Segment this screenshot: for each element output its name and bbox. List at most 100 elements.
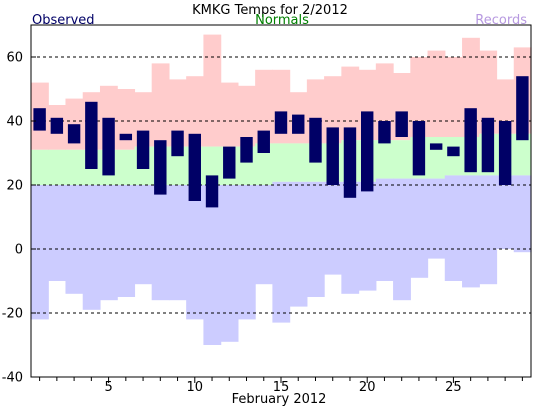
observed-bar-day-18 bbox=[326, 127, 339, 185]
record-low-band-10 bbox=[186, 185, 205, 320]
normal-range-band-14 bbox=[255, 143, 273, 185]
record-low-band-17 bbox=[306, 181, 325, 297]
observed-bar-day-15 bbox=[274, 111, 288, 134]
record-high-band-10 bbox=[186, 76, 205, 147]
record-high-band-13 bbox=[237, 85, 256, 147]
record-low-band-28 bbox=[496, 175, 515, 249]
normal-range-band-3 bbox=[65, 149, 84, 185]
normal-range-band-6 bbox=[117, 149, 136, 185]
record-high-band-27 bbox=[479, 50, 498, 134]
observed-bar-day-24 bbox=[429, 143, 443, 150]
record-low-band-18 bbox=[324, 181, 342, 275]
observed-bar-day-1 bbox=[33, 108, 46, 131]
legend-observed: Observed bbox=[32, 13, 95, 28]
record-low-band-2 bbox=[48, 185, 67, 281]
observed-bar-day-26 bbox=[464, 108, 477, 173]
x-tick-label-25: 25 bbox=[445, 380, 462, 395]
observed-bar-day-27 bbox=[481, 117, 495, 173]
observed-bar-day-11 bbox=[205, 175, 219, 208]
observed-bar-day-7 bbox=[136, 130, 150, 169]
observed-bar-day-25 bbox=[447, 146, 460, 157]
record-low-band-21 bbox=[375, 178, 394, 281]
normal-range-band-21 bbox=[375, 140, 394, 179]
record-low-band-1 bbox=[31, 185, 49, 320]
record-low-band-12 bbox=[220, 185, 239, 342]
x-axis-label: February 2012 bbox=[232, 392, 327, 406]
record-low-band-6 bbox=[117, 185, 136, 297]
y-tick-label--20: -20 bbox=[2, 307, 23, 322]
record-low-band-20 bbox=[358, 181, 377, 291]
observed-bar-day-17 bbox=[309, 117, 322, 163]
record-high-band-9 bbox=[168, 79, 187, 147]
x-tick-label-20: 20 bbox=[359, 380, 376, 395]
normal-range-band-15 bbox=[272, 143, 291, 182]
observed-bar-day-20 bbox=[361, 111, 374, 192]
observed-bar-day-5 bbox=[102, 117, 115, 176]
record-high-band-8 bbox=[151, 63, 170, 147]
record-high-band-6 bbox=[117, 89, 136, 150]
record-low-band-5 bbox=[99, 185, 118, 301]
record-high-band-18 bbox=[324, 76, 342, 144]
record-low-band-16 bbox=[289, 181, 308, 307]
record-low-band-22 bbox=[393, 178, 411, 301]
record-low-band-19 bbox=[341, 181, 360, 294]
observed-bar-day-29 bbox=[516, 76, 529, 141]
observed-bar-day-3 bbox=[67, 124, 81, 144]
record-high-band-24 bbox=[427, 50, 446, 137]
y-tick-label-0: 0 bbox=[15, 243, 23, 258]
record-low-band-7 bbox=[134, 185, 153, 285]
record-low-band-29 bbox=[513, 175, 532, 253]
x-tick-label-15: 15 bbox=[273, 380, 290, 395]
observed-bar-day-8 bbox=[154, 140, 167, 195]
record-high-band-19 bbox=[341, 66, 360, 141]
record-low-band-11 bbox=[203, 185, 222, 345]
record-low-band-4 bbox=[82, 185, 101, 310]
legend-records: Records bbox=[475, 13, 527, 28]
record-low-band-3 bbox=[65, 185, 84, 294]
y-tick-label-60: 60 bbox=[6, 51, 23, 66]
record-high-band-28 bbox=[496, 79, 515, 134]
normal-range-band-16 bbox=[289, 143, 308, 182]
normal-range-band-22 bbox=[393, 140, 411, 179]
y-tick-label-20: 20 bbox=[6, 179, 23, 194]
x-tick-label-10: 10 bbox=[187, 380, 204, 395]
record-high-band-25 bbox=[444, 57, 463, 137]
record-high-band-11 bbox=[203, 34, 222, 147]
y-tick-label-40: 40 bbox=[6, 115, 23, 130]
record-low-band-26 bbox=[462, 175, 480, 288]
record-low-band-8 bbox=[151, 185, 170, 301]
record-low-band-24 bbox=[427, 178, 446, 259]
record-low-band-25 bbox=[444, 175, 463, 281]
observed-bar-day-4 bbox=[85, 101, 98, 169]
record-low-band-14 bbox=[255, 185, 273, 285]
record-low-band-9 bbox=[168, 185, 187, 301]
record-low-band-15 bbox=[272, 181, 291, 323]
chart-title: KMKG Temps for 2/2012 bbox=[192, 3, 348, 18]
observed-bar-day-22 bbox=[395, 111, 408, 137]
x-tick-label-5: 5 bbox=[104, 380, 112, 395]
record-low-band-23 bbox=[410, 178, 429, 278]
observed-bar-day-23 bbox=[412, 121, 426, 176]
observed-bar-day-16 bbox=[292, 114, 305, 134]
record-high-band-23 bbox=[410, 57, 429, 137]
y-tick-label--40: -40 bbox=[2, 371, 23, 386]
normal-range-band-29 bbox=[513, 133, 532, 176]
record-high-band-14 bbox=[255, 69, 273, 144]
observed-bar-day-13 bbox=[240, 137, 253, 163]
record-low-band-13 bbox=[237, 185, 256, 320]
observed-bar-day-10 bbox=[188, 133, 201, 201]
record-high-band-12 bbox=[220, 82, 239, 147]
observed-bar-day-28 bbox=[498, 121, 512, 185]
observed-bar-day-12 bbox=[223, 146, 236, 179]
observed-bar-day-14 bbox=[257, 130, 270, 153]
observed-bar-day-19 bbox=[343, 127, 357, 198]
normal-range-band-24 bbox=[427, 137, 446, 179]
observed-bar-day-6 bbox=[119, 133, 133, 141]
observed-bar-day-2 bbox=[50, 117, 64, 134]
normal-range-band-1 bbox=[31, 149, 49, 185]
observed-bar-day-9 bbox=[171, 130, 184, 157]
record-low-band-27 bbox=[479, 175, 498, 285]
legend-normals: Normals bbox=[255, 13, 309, 28]
plot-area: -40 -20 0 20 40 60 5 10 15 20 25 bbox=[2, 24, 532, 395]
